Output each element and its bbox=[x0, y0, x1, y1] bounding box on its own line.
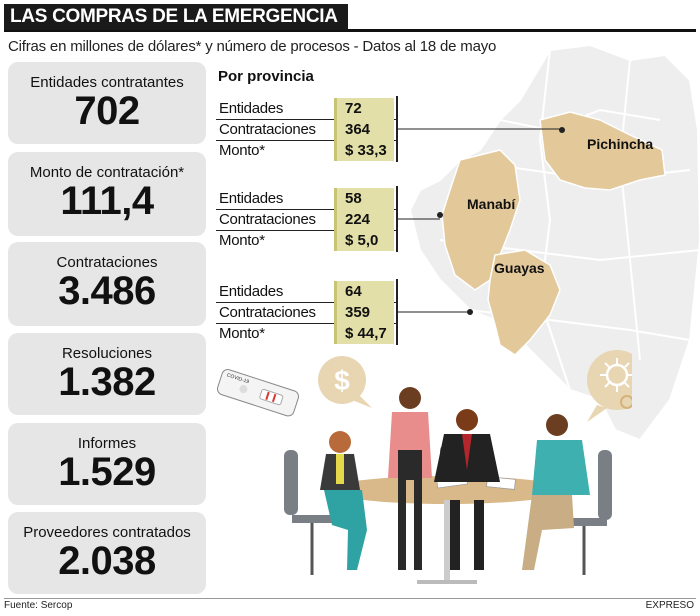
covid-test-icon: COVID-19 bbox=[216, 369, 299, 417]
table-row: Monto* $ 33,3 bbox=[216, 140, 400, 161]
row-value: 58 bbox=[334, 188, 394, 209]
row-label: Contrataciones bbox=[219, 121, 316, 138]
stat-box-contrataciones: Contrataciones 3.486 bbox=[8, 242, 206, 326]
stat-value: 2.038 bbox=[58, 539, 156, 583]
province-guayas bbox=[487, 249, 561, 356]
row-value: 64 bbox=[334, 281, 394, 302]
stat-label: Contrataciones bbox=[56, 254, 158, 271]
stat-label: Monto de contratación* bbox=[29, 164, 185, 181]
stat-value: 1.529 bbox=[58, 450, 156, 494]
footer-rule bbox=[4, 598, 696, 599]
provinces-heading: Por provincia bbox=[218, 68, 314, 85]
brand-label: EXPRESO bbox=[645, 600, 694, 611]
province-table-pichincha: Entidades 72 Contrataciones 364 Monto* $… bbox=[216, 96, 400, 162]
row-label: Contrataciones bbox=[219, 304, 316, 321]
dollar-symbol: $ bbox=[334, 365, 350, 396]
row-value: 72 bbox=[334, 98, 394, 119]
row-label: Monto* bbox=[219, 325, 265, 342]
stat-label: Resoluciones bbox=[61, 345, 153, 362]
row-label: Monto* bbox=[219, 142, 265, 159]
table-row: Entidades 72 bbox=[216, 98, 400, 120]
province-table-guayas: Entidades 64 Contrataciones 359 Monto* $… bbox=[216, 279, 400, 345]
stat-box-entidades: Entidades contratantes 702 bbox=[8, 62, 206, 144]
stat-box-proveedores: Proveedores contratados 2.038 bbox=[8, 512, 206, 594]
stat-box-informes: Informes 1.529 bbox=[8, 423, 206, 505]
person-woman-standing bbox=[388, 387, 432, 570]
table-row: Contrataciones 359 bbox=[216, 302, 400, 324]
person-woman-left bbox=[320, 431, 367, 570]
row-label: Entidades bbox=[219, 283, 284, 300]
province-table-manabi: Entidades 58 Contrataciones 224 Monto* $… bbox=[216, 186, 400, 252]
marker-manabi bbox=[437, 212, 443, 218]
ecuador-map bbox=[408, 43, 700, 442]
province-pichincha bbox=[539, 111, 666, 191]
table-divider bbox=[396, 279, 398, 345]
row-value: 359 bbox=[334, 302, 394, 323]
stat-value: 3.486 bbox=[58, 269, 156, 313]
stat-label: Proveedores contratados bbox=[23, 524, 191, 541]
table-divider bbox=[396, 96, 398, 162]
source-note: Fuente: Sercop bbox=[4, 600, 73, 611]
stat-value: 1.382 bbox=[58, 360, 156, 404]
row-label: Entidades bbox=[219, 190, 284, 207]
page-title: LAS COMPRAS DE LA EMERGENCIA bbox=[4, 4, 348, 30]
marker-guayas bbox=[467, 309, 473, 315]
stat-value: 702 bbox=[74, 89, 140, 133]
table-row: Entidades 64 bbox=[216, 281, 400, 303]
table-row: Monto* $ 44,7 bbox=[216, 323, 400, 344]
city-label-guayas: Guayas bbox=[494, 260, 545, 276]
city-label-manabi: Manabí bbox=[467, 196, 516, 212]
table-row: Monto* $ 5,0 bbox=[216, 230, 400, 251]
table-divider bbox=[396, 186, 398, 252]
meeting-illustration: $ COVID-19 bbox=[216, 350, 632, 584]
person-man-suit bbox=[434, 409, 500, 570]
row-value: $ 33,3 bbox=[334, 140, 394, 161]
stat-label: Informes bbox=[77, 435, 137, 452]
row-label: Contrataciones bbox=[219, 211, 316, 228]
virus-bubble-icon bbox=[587, 350, 632, 422]
person-man-teal bbox=[522, 414, 590, 570]
title-bar: LAS COMPRAS DE LA EMERGENCIA bbox=[4, 4, 696, 32]
city-label-pichincha: Pichincha bbox=[587, 136, 654, 152]
stat-label: Entidades contratantes bbox=[30, 74, 184, 91]
stat-value: 111,4 bbox=[60, 179, 154, 223]
row-value: 364 bbox=[334, 119, 394, 140]
row-value: $ 5,0 bbox=[334, 230, 394, 251]
stat-box-resoluciones: Resoluciones 1.382 bbox=[8, 333, 206, 415]
row-label: Entidades bbox=[219, 100, 284, 117]
row-value: $ 44,7 bbox=[334, 323, 394, 344]
row-value: 224 bbox=[334, 209, 394, 230]
stat-box-monto: Monto de contratación* 111,4 bbox=[8, 152, 206, 236]
table-row: Entidades 58 bbox=[216, 188, 400, 210]
row-label: Monto* bbox=[219, 232, 265, 249]
dollar-bubble-icon: $ bbox=[318, 356, 372, 408]
marker-pichincha bbox=[559, 127, 565, 133]
subtitle: Cifras en millones de dólares* y número … bbox=[8, 38, 497, 55]
chairs bbox=[284, 445, 612, 575]
table-row: Contrataciones 224 bbox=[216, 209, 400, 231]
table-row: Contrataciones 364 bbox=[216, 119, 400, 141]
